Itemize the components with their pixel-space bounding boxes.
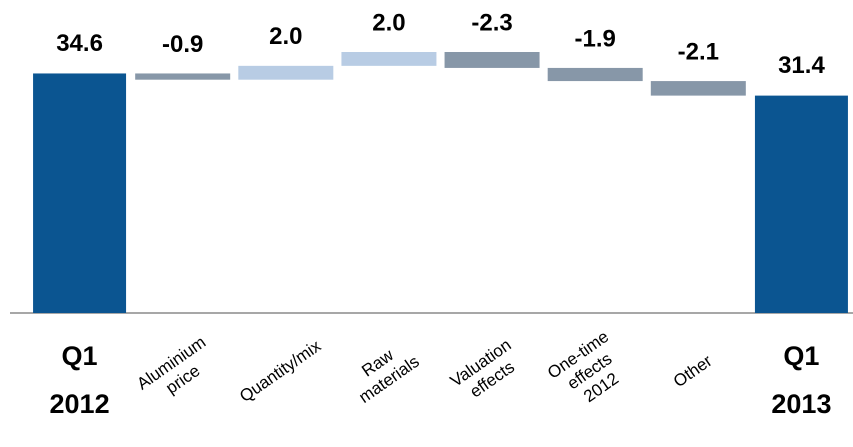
value-label: 2.0	[269, 23, 302, 50]
change-bar	[444, 52, 540, 68]
total-bar	[33, 73, 127, 313]
change-bar	[650, 81, 746, 96]
change-bar	[547, 67, 643, 82]
value-label: 34.6	[56, 30, 103, 57]
category-label: Q1	[62, 341, 98, 371]
value-label: -0.9	[162, 31, 203, 58]
category-label-group: Quantity/mix	[236, 336, 325, 406]
value-label: 31.4	[778, 52, 825, 79]
change-bar	[341, 52, 437, 66]
category-label: Quantity/mix	[236, 336, 325, 406]
value-label: -2.3	[471, 9, 512, 36]
category-label: 2012	[50, 389, 110, 419]
value-label: -2.1	[678, 38, 719, 65]
value-label: -1.9	[575, 25, 616, 52]
value-label: 2.0	[372, 9, 405, 36]
change-bar	[238, 65, 334, 80]
category-label: Q1	[783, 341, 819, 371]
change-bar	[135, 73, 231, 80]
category-label-group: Other	[670, 351, 716, 391]
category-label: Other	[670, 351, 716, 391]
total-bar	[754, 95, 848, 313]
category-label: 2013	[771, 389, 831, 419]
